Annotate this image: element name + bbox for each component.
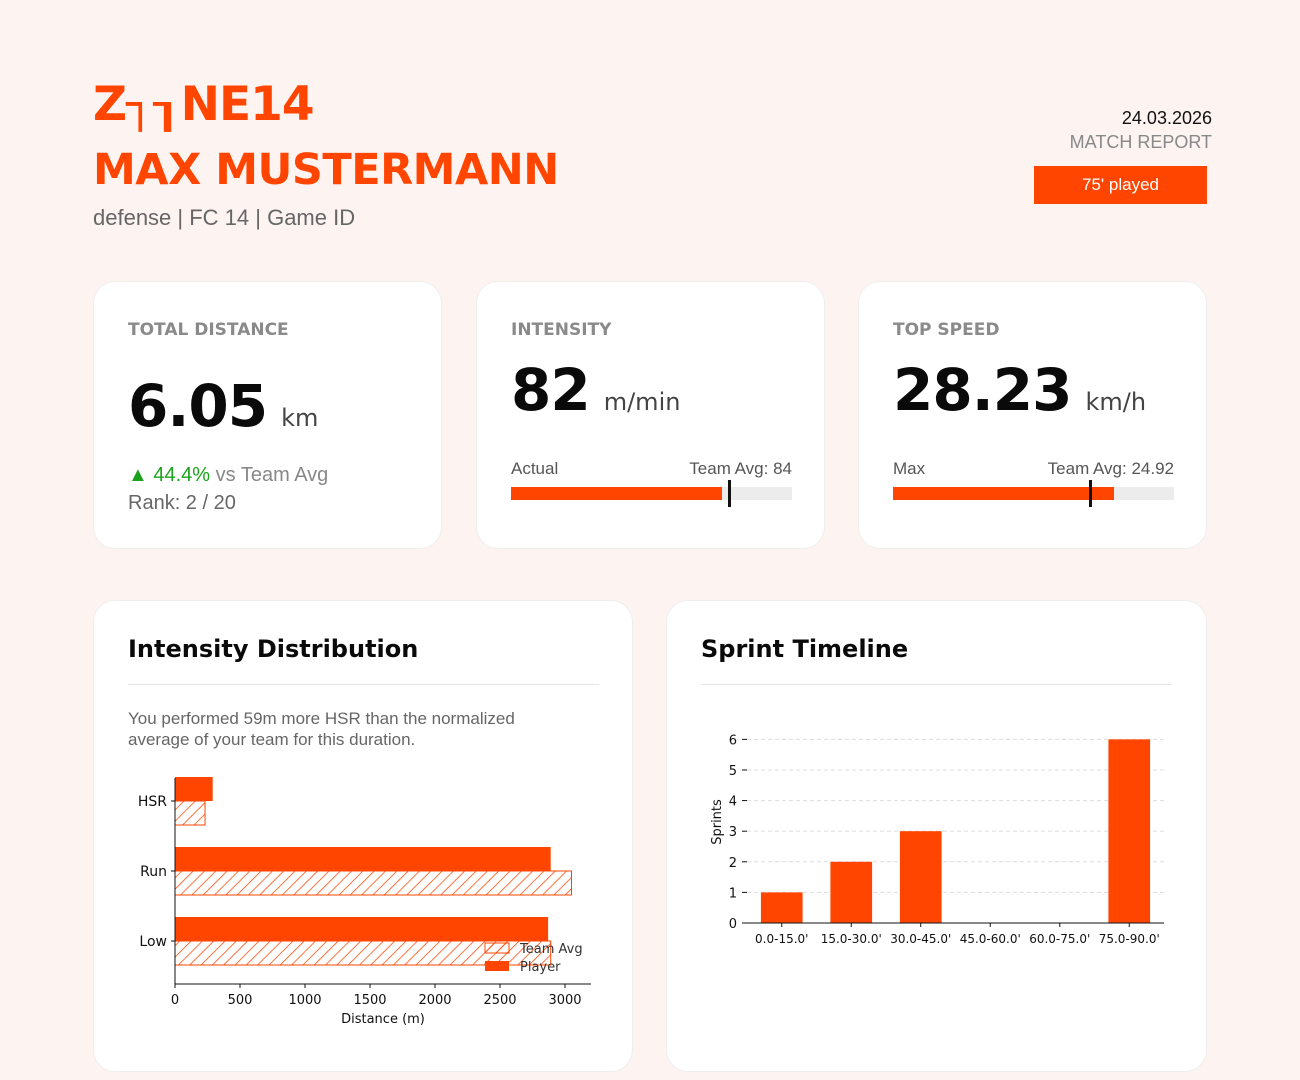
x-tick-label: 3000 xyxy=(548,993,581,1008)
delta-up-icon: ▲ xyxy=(128,464,148,486)
bar-player-low xyxy=(175,917,549,941)
y-tick-label: 1 xyxy=(729,886,737,901)
y-tick-label: HSR xyxy=(138,794,167,810)
player-subtitle: defense | FC 14 | Game ID xyxy=(93,205,356,230)
delta-suffix: vs Team Avg xyxy=(210,464,329,486)
player-name: MAX MUSTERMANN xyxy=(93,145,559,195)
x-tick-label: 30.0-45.0' xyxy=(890,932,951,946)
y-tick-label: Low xyxy=(139,934,167,950)
team-avg-marker xyxy=(1088,480,1092,507)
x-tick-label: 2000 xyxy=(418,993,451,1008)
x-tick-label: 1000 xyxy=(288,993,321,1008)
x-tick-label: 0 xyxy=(171,993,179,1008)
y-tick-label: Run xyxy=(140,864,167,880)
report-date: 24.03.2026 xyxy=(1121,108,1212,128)
bar-team-avg-hsr xyxy=(174,800,206,826)
x-tick-label: 60.0-75.0' xyxy=(1029,932,1090,946)
x-tick-label: 1500 xyxy=(353,993,386,1008)
x-tick-label: 2500 xyxy=(483,993,516,1008)
sprint-bar xyxy=(1108,739,1151,923)
y-tick-label: 0 xyxy=(729,917,737,932)
sprint-bar xyxy=(830,861,873,923)
kpi-unit: m/min xyxy=(603,388,681,416)
legend-swatch-team-avg xyxy=(484,942,510,954)
comparison-bar xyxy=(511,480,792,507)
kpi-value: 82 xyxy=(511,356,591,424)
bar-player-hsr xyxy=(175,777,213,801)
rank-text: Rank: 2 / 20 xyxy=(128,492,236,514)
top-speed-card: TOP SPEED 28.23 km/h Max Team Avg: 24.92 xyxy=(858,281,1207,549)
bar-team-avg-run xyxy=(174,870,572,896)
report-type: MATCH REPORT xyxy=(1069,132,1212,152)
kpi-value: 28.23 xyxy=(893,356,1072,424)
y-tick-label: 5 xyxy=(729,764,737,779)
bar-left-label: Max xyxy=(893,459,926,478)
divider xyxy=(128,684,599,685)
kpi-label: TOP SPEED xyxy=(893,320,1000,340)
chart-title: Sprint Timeline xyxy=(701,635,909,663)
logo-text: Z┐┒NE14 xyxy=(93,77,315,132)
intensity-distribution-card: Intensity Distribution You performed 59m… xyxy=(93,600,633,1072)
comparison-bar-labels: Actual Team Avg: 84 xyxy=(511,459,792,479)
y-tick-label: 4 xyxy=(729,795,737,810)
x-tick-label: 75.0-90.0' xyxy=(1099,932,1160,946)
sprint-timeline-card: Sprint Timeline 0 1 2 3 4 5 6 0.0-15.0' 15.0-30.… xyxy=(666,600,1207,1072)
kpi-value-row: 6.05 km xyxy=(128,372,318,440)
y-axis-label: Sprints xyxy=(710,799,725,845)
kpi-unit: km xyxy=(281,404,319,432)
sprint-timeline-chart: 0 1 2 3 4 5 6 0.0-15.0' 15.0-30.0' 30.0-45.0' 45.0… xyxy=(710,733,1164,946)
delta-value: 44.4% xyxy=(153,464,211,486)
intensity-card: INTENSITY 82 m/min Actual Team Avg: 84 xyxy=(476,281,825,549)
bar-player-run xyxy=(175,847,551,871)
comparison-bar xyxy=(893,480,1174,507)
brand-logo: Z┐┒NE14 xyxy=(93,77,315,132)
bar-right-label: Team Avg: 24.92 xyxy=(1047,459,1174,478)
x-tick-label: 500 xyxy=(228,993,253,1008)
chart-description: You performed 59m more HSR than the norm… xyxy=(128,709,515,749)
kpi-value: 6.05 xyxy=(128,372,268,440)
x-tick-label: 0.0-15.0' xyxy=(755,932,808,946)
minutes-played-badge: 75' played xyxy=(1034,166,1207,204)
intensity-distribution-chart: HSR Run Low 0 500 1000 1500 2000 2500 3000 Distanc… xyxy=(138,777,591,1027)
kpi-unit: km/h xyxy=(1085,388,1147,416)
legend-label-player: Player xyxy=(520,960,561,975)
comparison-bar-fill xyxy=(511,487,722,500)
x-tick-label: 15.0-30.0' xyxy=(821,932,882,946)
sprint-bar xyxy=(899,831,942,923)
delta-vs-team: ▲ 44.4% vs Team Avg xyxy=(128,464,328,487)
bar-left-label: Actual xyxy=(511,459,559,478)
team-avg-marker xyxy=(727,480,731,507)
legend-label-team-avg: Team Avg xyxy=(519,942,583,957)
chart-title: Intensity Distribution xyxy=(128,635,419,663)
total-distance-card: TOTAL DISTANCE 6.05 km ▲ 44.4% vs Team A… xyxy=(93,281,442,549)
kpi-label: INTENSITY xyxy=(511,320,612,340)
y-tick-label: 6 xyxy=(729,733,737,748)
y-tick-label: 2 xyxy=(729,856,737,871)
sprint-bar xyxy=(760,892,803,923)
comparison-bar-fill xyxy=(893,487,1114,500)
y-tick-label: 3 xyxy=(729,825,737,840)
kpi-value-row: 82 m/min xyxy=(511,356,680,424)
x-axis-label: Distance (m) xyxy=(341,1012,425,1027)
kpi-value-row: 28.23 km/h xyxy=(893,356,1146,424)
kpi-label: TOTAL DISTANCE xyxy=(128,320,289,340)
bar-right-label: Team Avg: 84 xyxy=(689,459,792,478)
divider xyxy=(701,684,1172,685)
legend-swatch-player xyxy=(485,961,509,971)
comparison-bar-labels: Max Team Avg: 24.92 xyxy=(893,459,1174,479)
x-tick-label: 45.0-60.0' xyxy=(960,932,1021,946)
